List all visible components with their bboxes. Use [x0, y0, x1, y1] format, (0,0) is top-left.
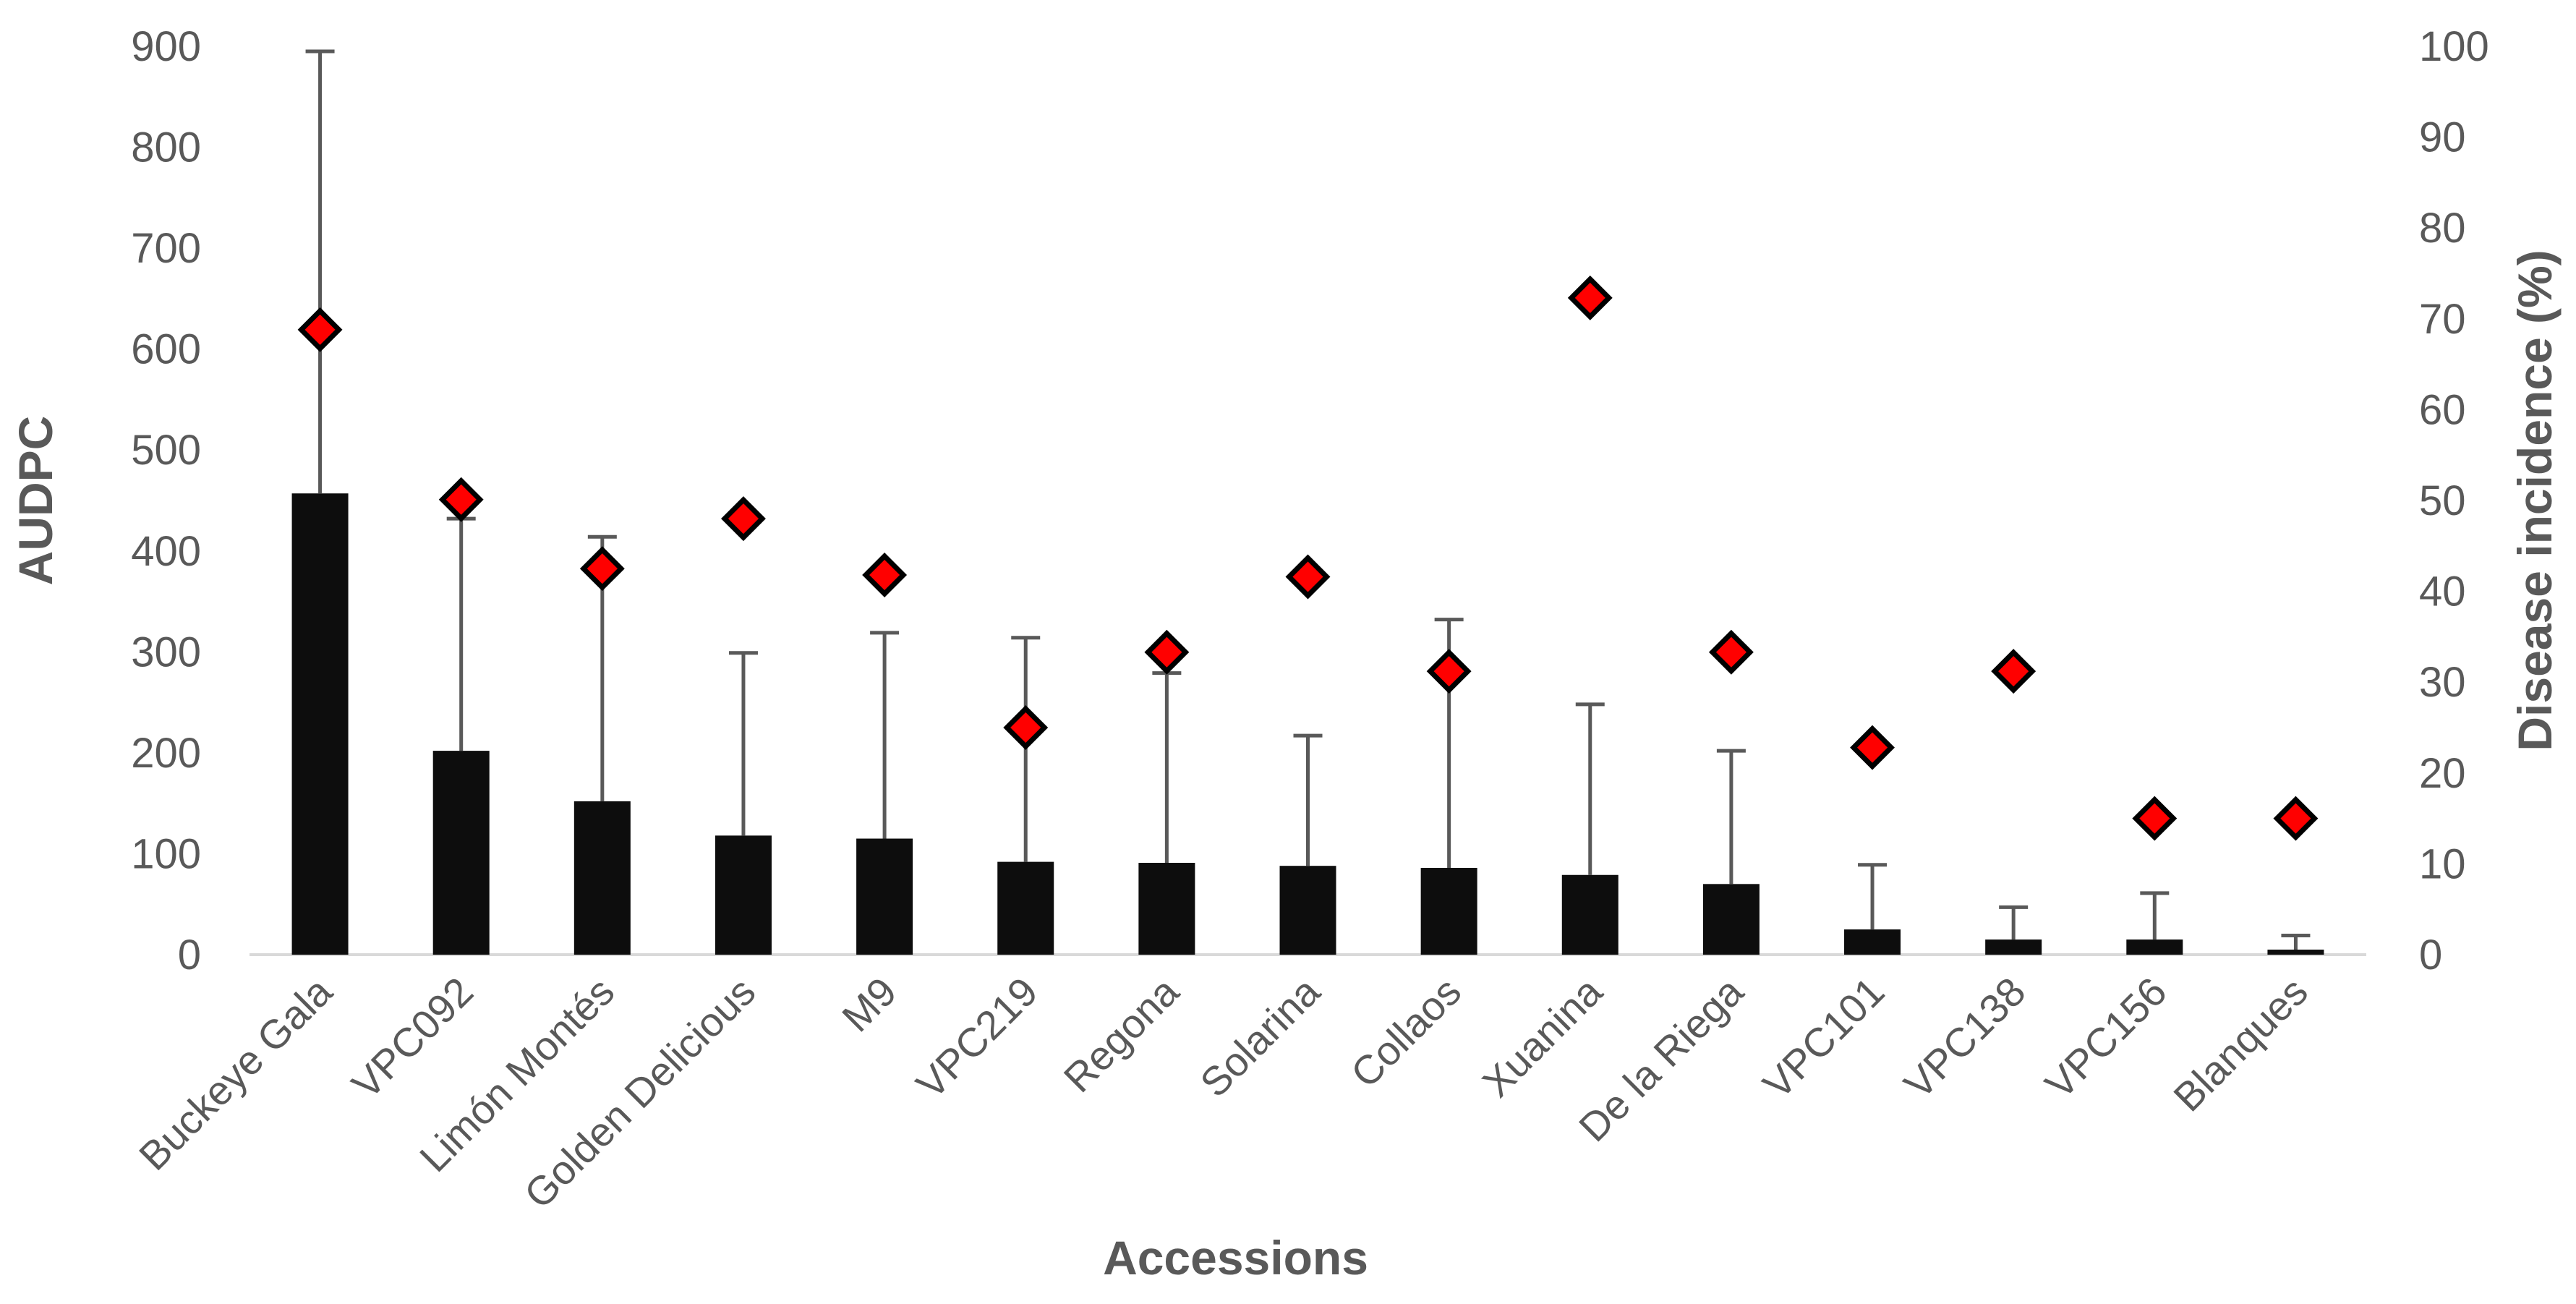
- category-label: M9: [833, 968, 905, 1041]
- bar: [997, 861, 1054, 955]
- left-tick-label: 200: [131, 730, 201, 777]
- right-tick-label: 30: [2419, 659, 2466, 706]
- right-tick-label: 80: [2419, 205, 2466, 252]
- bar: [856, 838, 913, 955]
- category-label: VPC092: [343, 968, 482, 1107]
- incidence-marker: [1708, 629, 1754, 675]
- category-label: Collaos: [1342, 968, 1470, 1096]
- bar: [291, 493, 349, 955]
- category-label: VPC138: [1895, 968, 2034, 1107]
- incidence-marker: [862, 553, 908, 597]
- right-tick-label: 60: [2419, 386, 2466, 433]
- left-tick-label: 100: [131, 830, 201, 877]
- incidence-marker: [297, 307, 343, 352]
- bar: [1702, 884, 1760, 955]
- incidence-marker: [1003, 705, 1049, 750]
- bar: [1279, 866, 1336, 955]
- category-label: VPC219: [908, 968, 1046, 1107]
- bar: [2126, 939, 2183, 955]
- right-axis-ticks: 0 10 20 30 40 50 60 70 80 90 100: [2419, 23, 2489, 979]
- bar: [1561, 874, 1618, 955]
- left-tick-label: 800: [131, 124, 201, 171]
- bar: [1844, 929, 1901, 955]
- bar: [2267, 950, 2324, 955]
- right-tick-label: 100: [2419, 23, 2489, 70]
- right-tick-label: 20: [2419, 750, 2466, 797]
- incidence-marker: [2273, 796, 2319, 841]
- category-label: VPC156: [2037, 968, 2175, 1107]
- left-tick-label: 300: [131, 628, 201, 676]
- incidence-marker: [1991, 649, 2037, 694]
- y-axis-title: AUDPC: [9, 416, 62, 586]
- category-label: Blanques: [2165, 968, 2316, 1120]
- incidence-marker: [1426, 649, 1472, 694]
- bar: [1138, 863, 1195, 955]
- bar: [1985, 939, 2042, 955]
- right-tick-label: 70: [2419, 296, 2466, 343]
- right-tick-label: 90: [2419, 114, 2466, 161]
- incidence-marker: [721, 496, 766, 542]
- incidence-marker: [438, 477, 484, 522]
- left-tick-label: 700: [131, 225, 201, 272]
- left-tick-label: 400: [131, 528, 201, 575]
- incidence-markers: [297, 275, 2319, 841]
- right-tick-label: 40: [2419, 568, 2466, 615]
- right-tick-label: 0: [2419, 932, 2442, 979]
- category-label: Solarina: [1191, 968, 1328, 1105]
- incidence-marker: [1567, 275, 1613, 320]
- category-label: Regona: [1055, 968, 1188, 1101]
- category-label: VPC101: [1754, 968, 1893, 1107]
- incidence-marker: [579, 546, 625, 592]
- left-tick-label: 900: [131, 23, 201, 70]
- left-tick-label: 600: [131, 326, 201, 373]
- left-axis-ticks: 0 100 200 300 400 500 600 700 800 900: [131, 23, 201, 979]
- left-tick-label: 500: [131, 427, 201, 474]
- left-tick-label: 0: [178, 932, 201, 979]
- x-axis-title: Accessions: [1103, 1231, 1368, 1284]
- bar-series: [291, 493, 2324, 955]
- bar: [432, 751, 490, 955]
- right-tick-label: 50: [2419, 477, 2466, 524]
- category-label: Xuanina: [1473, 968, 1611, 1105]
- incidence-marker: [1144, 629, 1190, 675]
- bar: [573, 801, 631, 955]
- incidence-marker: [1285, 554, 1331, 600]
- bar: [715, 835, 772, 955]
- bar: [1420, 867, 1477, 955]
- right-tick-label: 10: [2419, 840, 2466, 887]
- error-bars: [305, 49, 2311, 950]
- incidence-marker: [2132, 796, 2178, 841]
- category-label: Buckeye Gala: [130, 968, 341, 1179]
- y2-axis-title: Disease incidence (%): [2508, 250, 2562, 751]
- incidence-marker: [1850, 725, 1895, 770]
